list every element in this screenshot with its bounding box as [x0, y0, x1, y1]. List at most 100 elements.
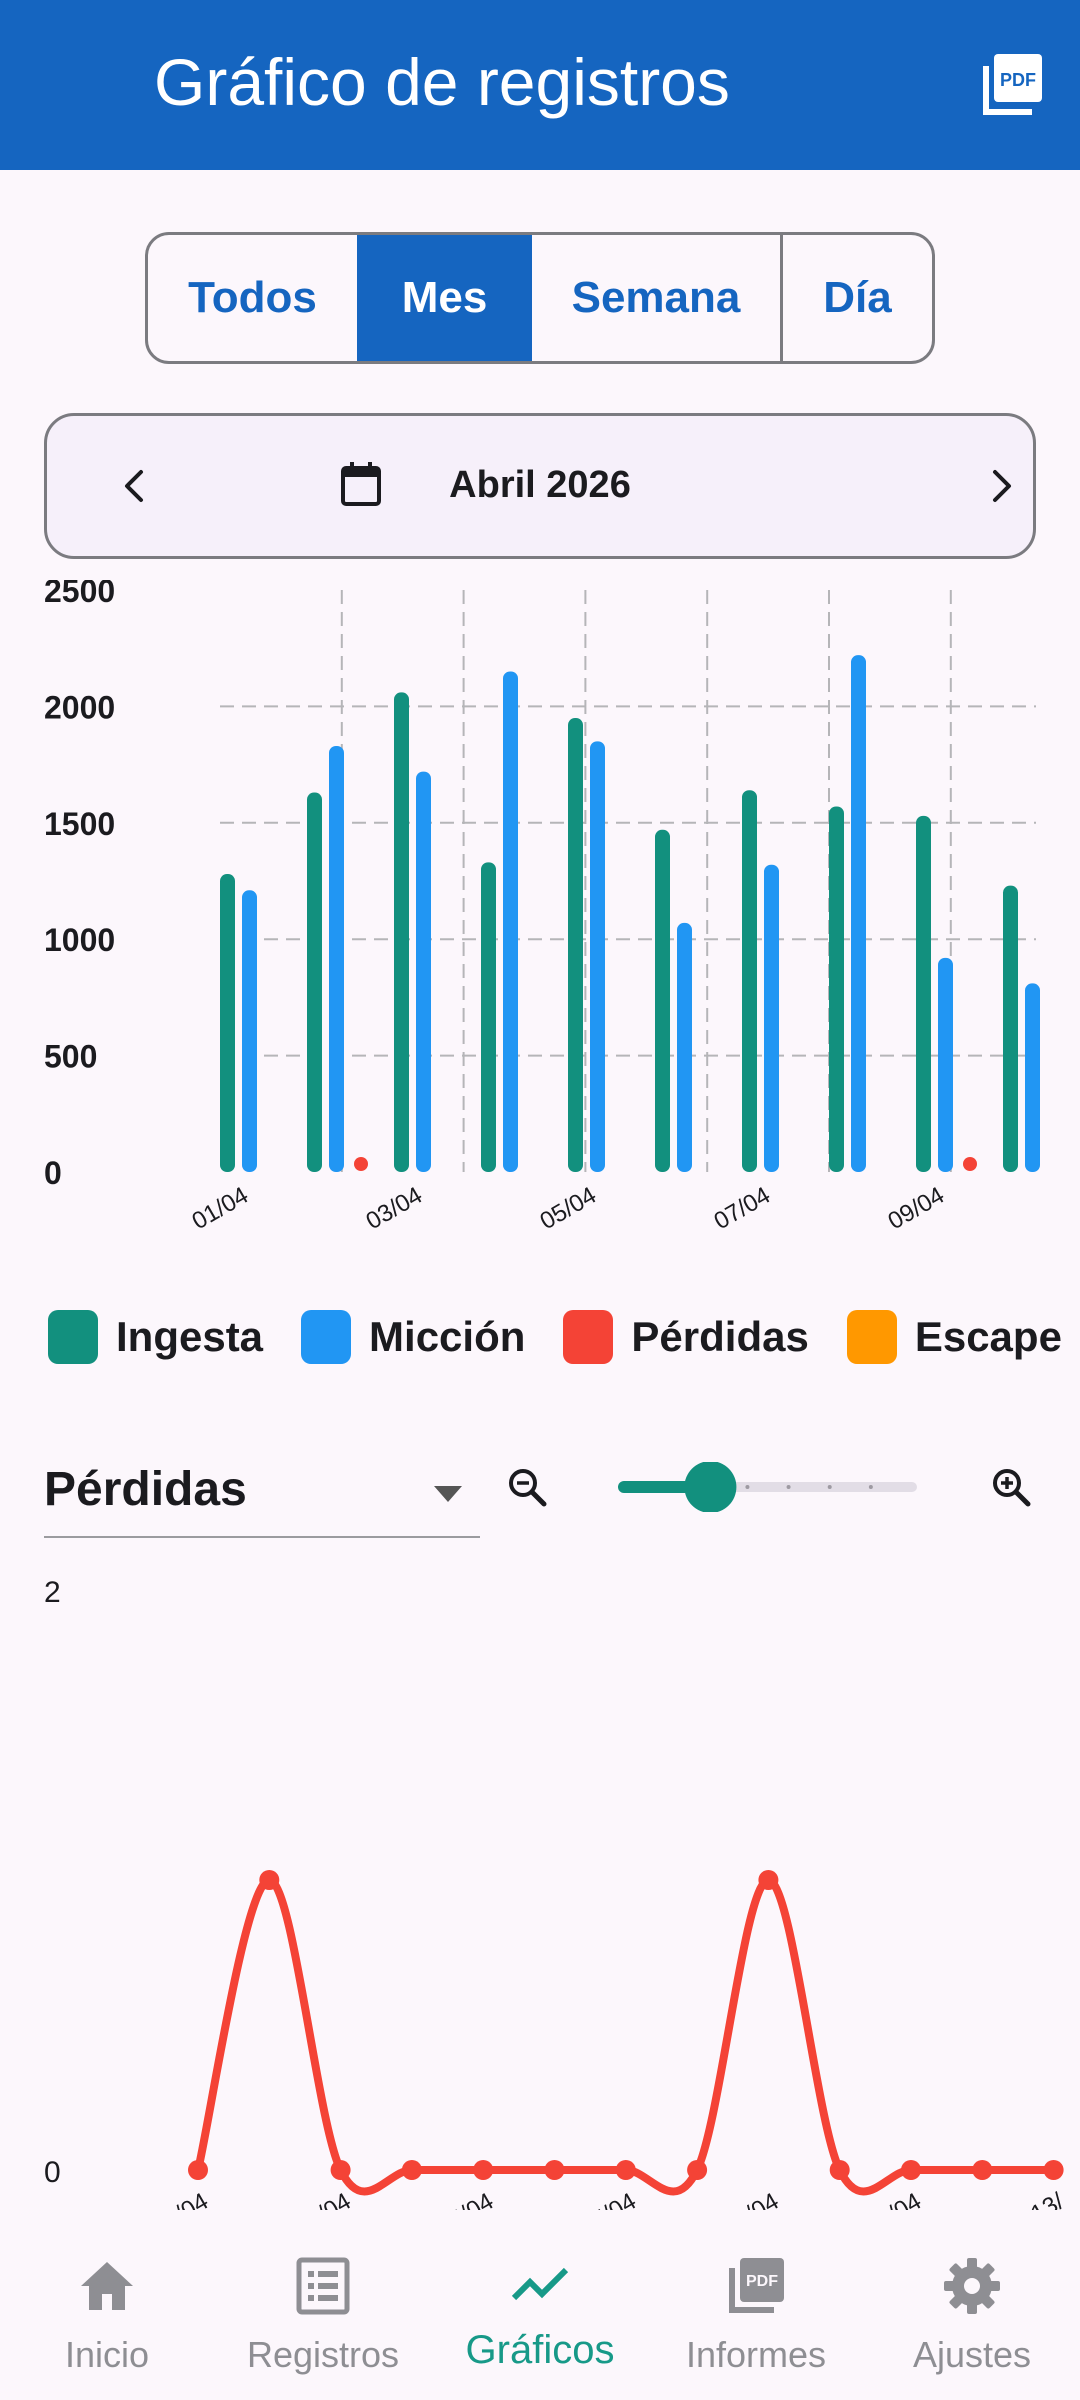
nav-item-ajustes[interactable]: Ajustes — [872, 2256, 1072, 2376]
caret-down-icon — [434, 1486, 462, 1502]
point-perdidas — [963, 1157, 977, 1171]
home-icon — [81, 2262, 133, 2310]
zoom-in-icon[interactable] — [990, 1466, 1032, 1508]
x-tick-label: 07/04 — [709, 1182, 775, 1235]
line-point — [758, 1870, 779, 1890]
legend-item-escape: Escape — [846, 1310, 1062, 1364]
chart-legend: Ingesta Micción Pérdidas Escape — [48, 1310, 1080, 1364]
legend-swatch-escape — [846, 1310, 897, 1364]
x-tick-label: 03/04 — [361, 1182, 427, 1235]
bar-ingesta — [220, 874, 235, 1172]
legend-label: Pérdidas — [631, 1313, 809, 1360]
svg-text:PDF: PDF — [746, 2273, 778, 2290]
line-point — [401, 2160, 422, 2180]
line-point — [473, 2160, 494, 2180]
bar-ingesta — [481, 862, 496, 1172]
y-tick-label: 1000 — [44, 922, 115, 958]
nav-label: Informes — [685, 2334, 827, 2375]
bar-miccion — [764, 864, 779, 1172]
line-point — [330, 2160, 351, 2180]
nav-item-inicio[interactable]: Inicio — [7, 2256, 207, 2376]
slider-tick — [786, 1485, 791, 1489]
point-perdidas — [354, 1157, 368, 1171]
x-tick-label: 01/04 — [147, 2188, 213, 2210]
tab-dia[interactable]: Día — [823, 273, 892, 322]
series-dropdown[interactable]: Pérdidas — [44, 1452, 480, 1538]
line-point — [687, 2160, 708, 2180]
legend-label: Escape — [914, 1313, 1062, 1360]
slider-tick — [868, 1485, 873, 1489]
bar-ingesta — [916, 815, 931, 1172]
pdf-icon[interactable]: PDF — [982, 52, 1044, 118]
series-dropdown-value: Pérdidas — [44, 1463, 247, 1516]
svg-text:PDF: PDF — [1000, 70, 1036, 90]
slider-tick — [827, 1485, 832, 1489]
app-bar: Gráfico de registros PDF — [0, 0, 1080, 170]
trending-icon — [511, 2267, 569, 2301]
page-title: Gráfico de registros — [154, 45, 730, 119]
bottom-navigation: Inicio Registros Gráficos PDF Informes — [0, 2226, 1080, 2400]
bar-miccion — [416, 771, 431, 1172]
y-tick-label: 0 — [44, 1155, 62, 1191]
bar-ingesta — [742, 790, 757, 1172]
y-tick-label: 1500 — [44, 806, 115, 842]
x-tick-label: 03/04 — [290, 2188, 356, 2210]
x-tick-label: 09/04 — [718, 2188, 784, 2210]
bar-miccion — [677, 922, 692, 1172]
bar-miccion — [851, 655, 866, 1172]
nav-label: Gráficos — [465, 2328, 615, 2372]
nav-label: Ajustes — [912, 2334, 1032, 2375]
chevron-left-icon[interactable] — [109, 456, 159, 516]
y-tick-label: 2 — [44, 1576, 61, 1609]
calendar-icon[interactable] — [337, 456, 385, 512]
x-tick-label: 07/04 — [575, 2188, 641, 2210]
bar-ingesta — [1003, 885, 1018, 1172]
x-tick-label: 05/04 — [535, 1182, 601, 1235]
line-point — [615, 2160, 636, 2180]
line-point — [259, 1870, 280, 1890]
nav-item-registros[interactable]: Registros — [223, 2256, 423, 2376]
y-tick-label: 2500 — [44, 580, 115, 609]
bar-miccion — [242, 890, 257, 1172]
bar-miccion — [329, 745, 344, 1172]
bar-ingesta — [655, 829, 670, 1172]
nav-label: Registros — [246, 2334, 400, 2375]
line-point — [972, 2160, 993, 2180]
chevron-right-icon[interactable] — [977, 456, 1027, 516]
bar-ingesta — [307, 792, 322, 1172]
nav-label: Inicio — [64, 2334, 150, 2375]
line-point — [829, 2160, 850, 2180]
list-icon — [296, 2257, 350, 2315]
bar-ingesta — [568, 718, 583, 1172]
slider-tick — [745, 1485, 750, 1489]
period-label: Abril 2026 — [449, 464, 631, 506]
legend-item-miccion: Micción — [301, 1310, 525, 1364]
bar-miccion — [938, 957, 953, 1172]
legend-swatch-perdidas — [563, 1310, 614, 1364]
legend-label: Micción — [369, 1313, 526, 1360]
line-point — [1043, 2160, 1064, 2180]
zoom-slider[interactable] — [618, 1462, 918, 1512]
line-point — [544, 2160, 565, 2180]
line-point — [188, 2160, 208, 2180]
gear-icon — [944, 2258, 1000, 2314]
legend-item-ingesta: Ingesta — [48, 1310, 263, 1364]
x-tick-label: 09/04 — [883, 1182, 949, 1235]
tab-semana[interactable]: Semana — [571, 273, 741, 322]
bar-miccion — [503, 671, 518, 1172]
x-tick-label: 05/04 — [433, 2188, 499, 2210]
bar-miccion — [590, 741, 605, 1172]
bar-miccion — [1025, 983, 1040, 1172]
tab-todos[interactable]: Todos — [188, 273, 317, 322]
nav-item-informes[interactable]: PDF Informes — [656, 2256, 856, 2376]
period-selector: Abril 2026 — [44, 413, 1036, 559]
series-line-perdidas — [194, 1875, 1054, 2196]
pdf-icon: PDF — [729, 2258, 784, 2313]
tab-mes[interactable]: Mes — [357, 235, 532, 361]
x-tick-label: 01/04 — [187, 1182, 253, 1235]
line-point — [901, 2160, 921, 2180]
legend-label: Ingesta — [116, 1313, 264, 1360]
zoom-out-icon[interactable] — [506, 1466, 548, 1508]
nav-item-graficos[interactable]: Gráficos — [440, 2256, 640, 2373]
